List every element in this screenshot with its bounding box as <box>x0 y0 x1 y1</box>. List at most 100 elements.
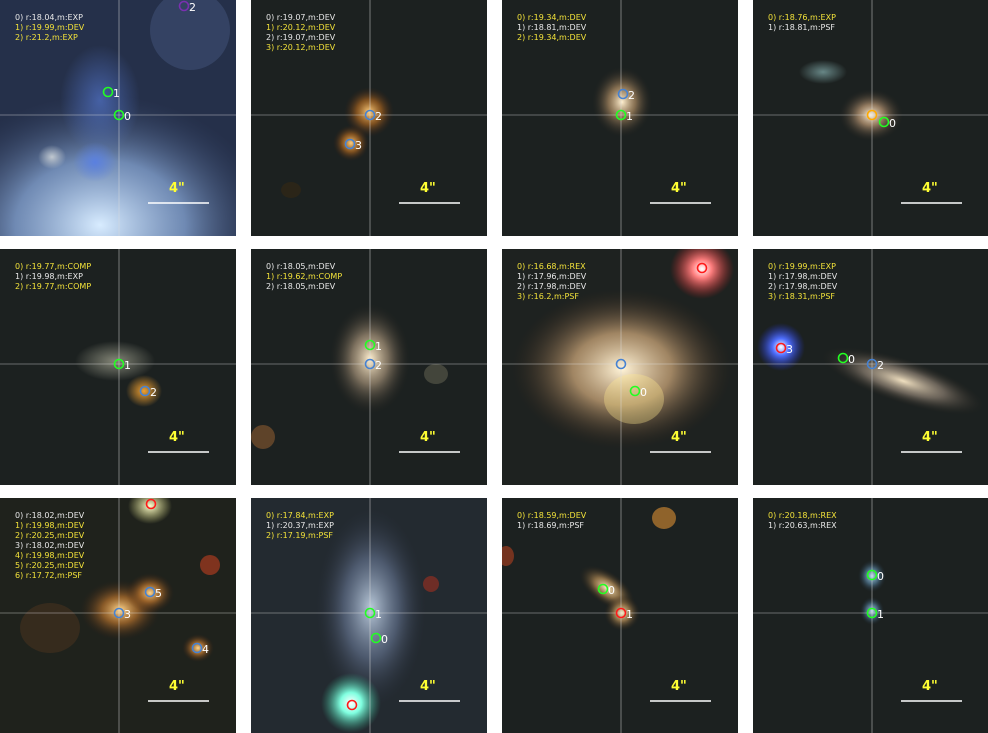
source-marker[interactable]: 3 <box>113 607 132 621</box>
overlay: 0 1 <box>753 498 988 733</box>
legend-entry: 3) r:20.12,m:DEV <box>266 43 336 52</box>
scale-label: 4" <box>420 679 436 694</box>
source-marker[interactable]: 3 <box>775 342 794 356</box>
source-marker[interactable] <box>866 109 878 121</box>
source-marker[interactable] <box>145 498 157 510</box>
cutout-panel-3: 2 1 0) r:19.34,m:DEV 1) r:18.81,m:DEV 2) r… <box>502 0 738 236</box>
svg-text:0: 0 <box>608 584 615 597</box>
svg-text:2: 2 <box>375 110 382 123</box>
sky-image <box>753 249 988 485</box>
legend-entry: 6) r:17.72,m:PSF <box>15 571 83 580</box>
source-legend: 0) r:18.04,m:EXP 1) r:19.99,m:DEV 2) r:21.… <box>15 13 84 43</box>
legend-entry: 0) r:18.59,m:DEV <box>517 511 587 520</box>
source-marker[interactable]: 2 <box>866 358 885 372</box>
source-marker[interactable]: 1 <box>615 109 634 123</box>
overlay: 3 0 2 <box>753 249 988 485</box>
legend-entry: 0) r:17.84,m:EXP <box>266 511 334 520</box>
svg-text:1: 1 <box>626 110 633 123</box>
scale-label: 4" <box>671 430 687 445</box>
svg-text:2: 2 <box>189 1 196 14</box>
svg-text:0: 0 <box>848 353 855 366</box>
cutout-panel-5: 1 2 0) r:19.77,m:COMP 1) r:19.98,m:EXP 2) … <box>0 249 236 485</box>
source-marker[interactable]: 0 <box>629 385 648 399</box>
sky-image <box>251 0 487 236</box>
overlay: 1 2 <box>251 249 487 485</box>
legend-entry: 1) r:19.62,m:COMP <box>266 272 343 281</box>
overlay: 0 <box>502 249 738 485</box>
source-marker[interactable]: 2 <box>364 358 383 372</box>
cutout-panel-10: 1 0 0) r:17.84,m:EXP 1) r:20.37,m:EXP 2) r… <box>251 498 487 733</box>
overlay: 1 0 <box>251 498 487 733</box>
source-marker[interactable]: 0 <box>866 569 885 583</box>
source-marker[interactable]: 1 <box>364 339 383 353</box>
source-marker[interactable]: 0 <box>837 352 856 366</box>
source-marker[interactable]: 1 <box>113 358 132 372</box>
svg-text:2: 2 <box>877 359 884 372</box>
svg-text:1: 1 <box>877 608 884 621</box>
source-marker[interactable]: 1 <box>866 607 885 621</box>
source-marker[interactable]: 1 <box>615 607 634 621</box>
source-marker[interactable] <box>696 262 708 274</box>
scale-label: 4" <box>671 679 687 694</box>
source-legend: 0) r:19.07,m:DEV 1) r:20.12,m:DEV 2) r:19.… <box>266 13 335 53</box>
scale-label: 4" <box>922 181 938 196</box>
source-marker[interactable]: 0 <box>597 583 616 597</box>
scale-label: 4" <box>922 679 938 694</box>
cutout-panel-12: 0 1 0) r:20.18,m:REX 1) r:20.63,m:REX 4" <box>753 498 988 733</box>
cutout-panel-4: 0 0) r:18.76,m:EXP 1) r:18.81,m:PSF 4" <box>753 0 988 236</box>
svg-text:1: 1 <box>375 340 382 353</box>
source-marker[interactable]: 0 <box>370 632 389 646</box>
legend-entry: 1) r:19.99,m:DEV <box>15 23 85 32</box>
svg-text:1: 1 <box>124 359 131 372</box>
source-marker[interactable]: 0 <box>878 116 897 130</box>
legend-entry: 3) r:18.31,m:PSF <box>768 292 836 301</box>
legend-entry: 1) r:17.96,m:DEV <box>517 272 587 281</box>
legend-entry: 0) r:19.34,m:DEV <box>517 13 587 22</box>
legend-entry: 4) r:19.98,m:DEV <box>15 551 85 560</box>
svg-text:0: 0 <box>889 117 896 130</box>
svg-text:2: 2 <box>150 386 157 399</box>
legend-entry: 2) r:19.34,m:DEV <box>517 33 587 42</box>
sky-image <box>753 0 988 236</box>
legend-entry: 1) r:20.12,m:DEV <box>266 23 336 32</box>
overlay: 0 <box>753 0 988 236</box>
source-marker[interactable]: 2 <box>364 109 383 123</box>
svg-text:0: 0 <box>877 570 884 583</box>
svg-text:3: 3 <box>355 139 362 152</box>
cutout-panel-6: 1 2 0) r:18.05,m:DEV 1) r:19.62,m:COMP 2) … <box>251 249 487 485</box>
legend-entry: 1) r:18.69,m:PSF <box>517 521 585 530</box>
legend-entry: 1) r:20.63,m:REX <box>768 521 837 530</box>
source-marker[interactable] <box>346 699 358 711</box>
legend-entry: 1) r:20.37,m:EXP <box>266 521 334 530</box>
source-marker[interactable] <box>615 358 627 370</box>
legend-entry: 2) r:18.05,m:DEV <box>266 282 336 291</box>
legend-entry: 0) r:19.07,m:DEV <box>266 13 336 22</box>
source-marker[interactable]: 4 <box>191 642 210 656</box>
source-marker[interactable]: 2 <box>178 0 197 14</box>
scale-label: 4" <box>169 679 185 694</box>
source-marker[interactable]: 0 <box>113 109 132 123</box>
cutout-panel-9: 5 3 4 0) r:18.02,m:DEV 1) r:19.98,m:DEV 2)… <box>0 498 236 733</box>
svg-text:0: 0 <box>381 633 388 646</box>
overlay: 2 3 <box>251 0 487 236</box>
legend-entry: 2) r:17.98,m:DEV <box>768 282 838 291</box>
overlay: 2 1 <box>502 0 738 236</box>
legend-entry: 2) r:17.19,m:PSF <box>266 531 334 540</box>
cutout-panel-1: 0 1 2 0) r:18.04,m:EXP 1) r:19.99,m:DEV 2)… <box>0 0 236 236</box>
source-legend: 0) r:16.68,m:REX 1) r:17.96,m:DEV 2) r:17.… <box>517 262 586 302</box>
source-marker[interactable]: 2 <box>139 385 158 399</box>
svg-text:3: 3 <box>786 343 793 356</box>
legend-entry: 3) r:16.2,m:PSF <box>517 292 579 301</box>
cutout-panel-7: 0 0) r:16.68,m:REX 1) r:17.96,m:DEV 2) r:1… <box>502 249 738 485</box>
source-marker[interactable]: 1 <box>364 607 383 621</box>
legend-entry: 1) r:19.98,m:EXP <box>15 272 83 281</box>
legend-entry: 1) r:17.98,m:DEV <box>768 272 838 281</box>
legend-entry: 0) r:18.04,m:EXP <box>15 13 83 22</box>
source-marker[interactable]: 1 <box>102 86 121 100</box>
svg-text:5: 5 <box>155 587 162 600</box>
source-marker[interactable]: 2 <box>617 88 636 102</box>
overlay: 5 3 4 <box>0 498 236 733</box>
svg-text:4: 4 <box>202 643 209 656</box>
source-marker[interactable]: 3 <box>344 138 363 152</box>
source-marker[interactable]: 5 <box>144 586 163 600</box>
